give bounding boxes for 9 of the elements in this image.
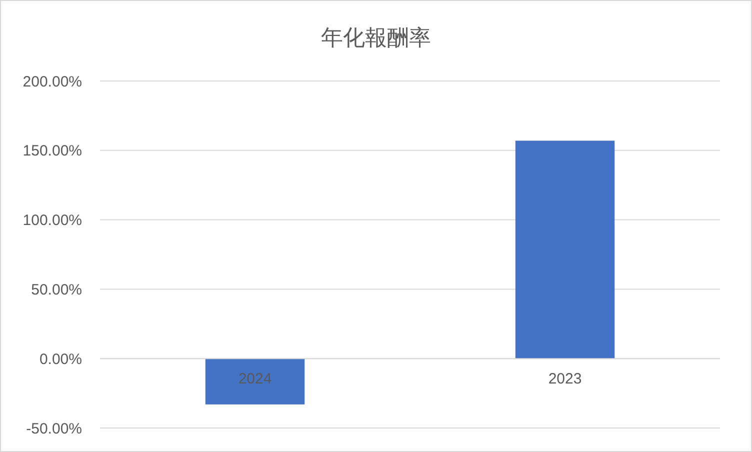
y-tick-label: 100.00% [22, 212, 82, 230]
y-tick-label: -50.00% [26, 420, 82, 438]
y-tick-label: 150.00% [22, 142, 82, 160]
x-tick-label: 2024 [238, 370, 272, 388]
x-tick-label: 2023 [548, 370, 582, 388]
chart-title: 年化報酬率 [321, 25, 431, 50]
y-tick-label: 50.00% [31, 281, 82, 298]
y-tick-label: 200.00% [22, 73, 82, 90]
y-tick-label: 0.00% [39, 350, 82, 368]
